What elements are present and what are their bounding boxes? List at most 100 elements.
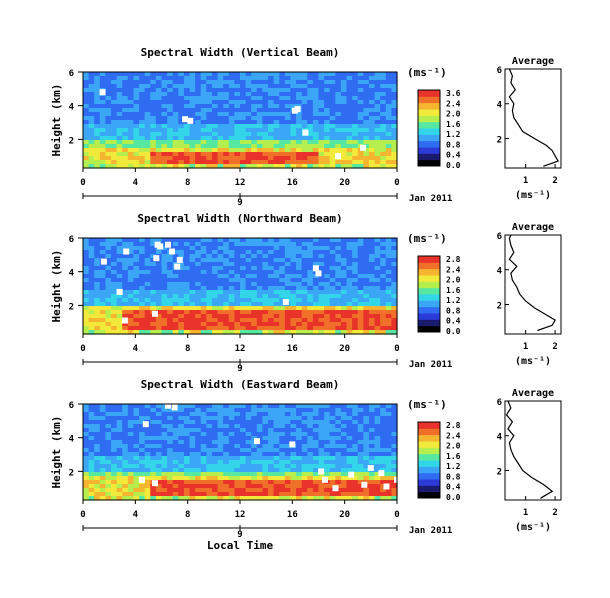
heatmap-cell [324,262,331,267]
heatmap-cell [234,472,241,477]
heatmap-cell [228,120,235,125]
heatmap-cell [189,496,196,501]
heatmap-cell [234,294,241,299]
heatmap-cell [318,164,325,169]
heatmap-cell [223,242,230,247]
heatmap-cell [211,408,219,413]
heatmap-cell [385,428,392,433]
heatmap-cell [234,322,241,327]
heatmap-cell [200,270,207,275]
heatmap-cell [122,456,129,461]
heatmap-cell [340,108,348,113]
heatmap-cell [296,302,303,307]
heatmap-cell [167,326,174,331]
heatmap-cell [223,298,230,303]
heatmap-cell [133,282,140,287]
heatmap-cell [105,472,112,477]
heatmap-cell [391,298,398,303]
heatmap-cell [296,440,303,445]
heatmap-cell [99,274,107,279]
heatmap-cell [139,80,146,85]
heatmap-cell [301,246,308,251]
heatmap-cell [307,124,314,129]
heatmap-cell [172,428,179,433]
heatmap-cell [352,104,359,109]
heatmap-cell [161,488,168,493]
heatmap-cell [262,496,269,501]
heatmap-cell [127,460,135,465]
heatmap-cell [200,96,207,101]
heatmap-cell [144,476,151,481]
heatmap-cell [307,412,314,417]
heatmap-cell [167,258,174,263]
heatmap-cell [183,492,191,497]
heatmap-cell [172,254,179,259]
heatmap-cell [211,72,219,77]
heatmap-cell [368,112,376,117]
heatmap-cell [240,456,247,461]
heatmap-cell [111,290,118,295]
colorbar-swatch [418,472,440,480]
heatmap-cell [99,144,107,149]
heatmap-cell [99,404,107,409]
heatmap-cell [127,136,135,141]
heatmap-cell [273,404,280,409]
heatmap-cell [178,238,185,243]
heatmap-cell [116,322,123,327]
heatmap-cell [385,156,392,161]
heatmap-cell [133,278,140,283]
heatmap-cell [178,306,185,311]
heatmap-cell [206,72,213,77]
heatmap-cell [245,444,252,449]
heatmap-cell [200,424,207,429]
heatmap-cell [195,100,202,105]
heatmap-cell [155,428,163,433]
heatmap-cell [223,440,230,445]
heatmap-cell [211,116,219,121]
heatmap-cell [312,100,320,105]
heatmap-cell [83,286,90,291]
heatmap-cell [374,254,381,259]
heatmap-cell [228,452,235,457]
heatmap-cell [94,404,101,409]
heatmap-cell [368,330,376,335]
heatmap-cell [83,72,90,77]
heatmap-cell [116,492,123,497]
heatmap-cell [111,108,118,113]
heatmap-cell [94,164,101,169]
heatmap-cell [324,460,331,465]
heatmap-cell [139,464,146,469]
heatmap-cell [217,152,224,157]
heatmap-cell [122,448,129,453]
heatmap-cell [380,440,387,445]
heatmap-cell [312,104,320,109]
heatmap-cell [116,468,123,473]
heatmap-cell [380,476,387,481]
heatmap-cell [312,286,320,291]
heatmap-cell [346,112,353,117]
heatmap-cell [195,152,202,157]
heatmap-cell [284,258,292,263]
heatmap-cell [200,152,207,157]
heatmap-cell [228,294,235,299]
heatmap-cell [307,440,314,445]
heatmap-cell [318,262,325,267]
heatmap-cell [228,322,235,327]
heatmap-cell [368,104,376,109]
heatmap-cell [122,306,129,311]
heatmap-cell [234,132,241,137]
heatmap-cell [211,322,219,327]
heatmap-cell [262,132,269,137]
heatmap-cell [273,326,280,331]
heatmap-cell [111,88,118,93]
heatmap-cell [234,476,241,481]
heatmap-cell [273,152,280,157]
heatmap-cell [195,306,202,311]
heatmap-cell [127,88,135,93]
heatmap-cell [256,330,264,335]
heatmap-cell [385,128,392,133]
heatmap-cell [312,262,320,267]
heatmap-cell [206,452,213,457]
heatmap-cell [234,432,241,437]
heatmap-cell [374,144,381,149]
